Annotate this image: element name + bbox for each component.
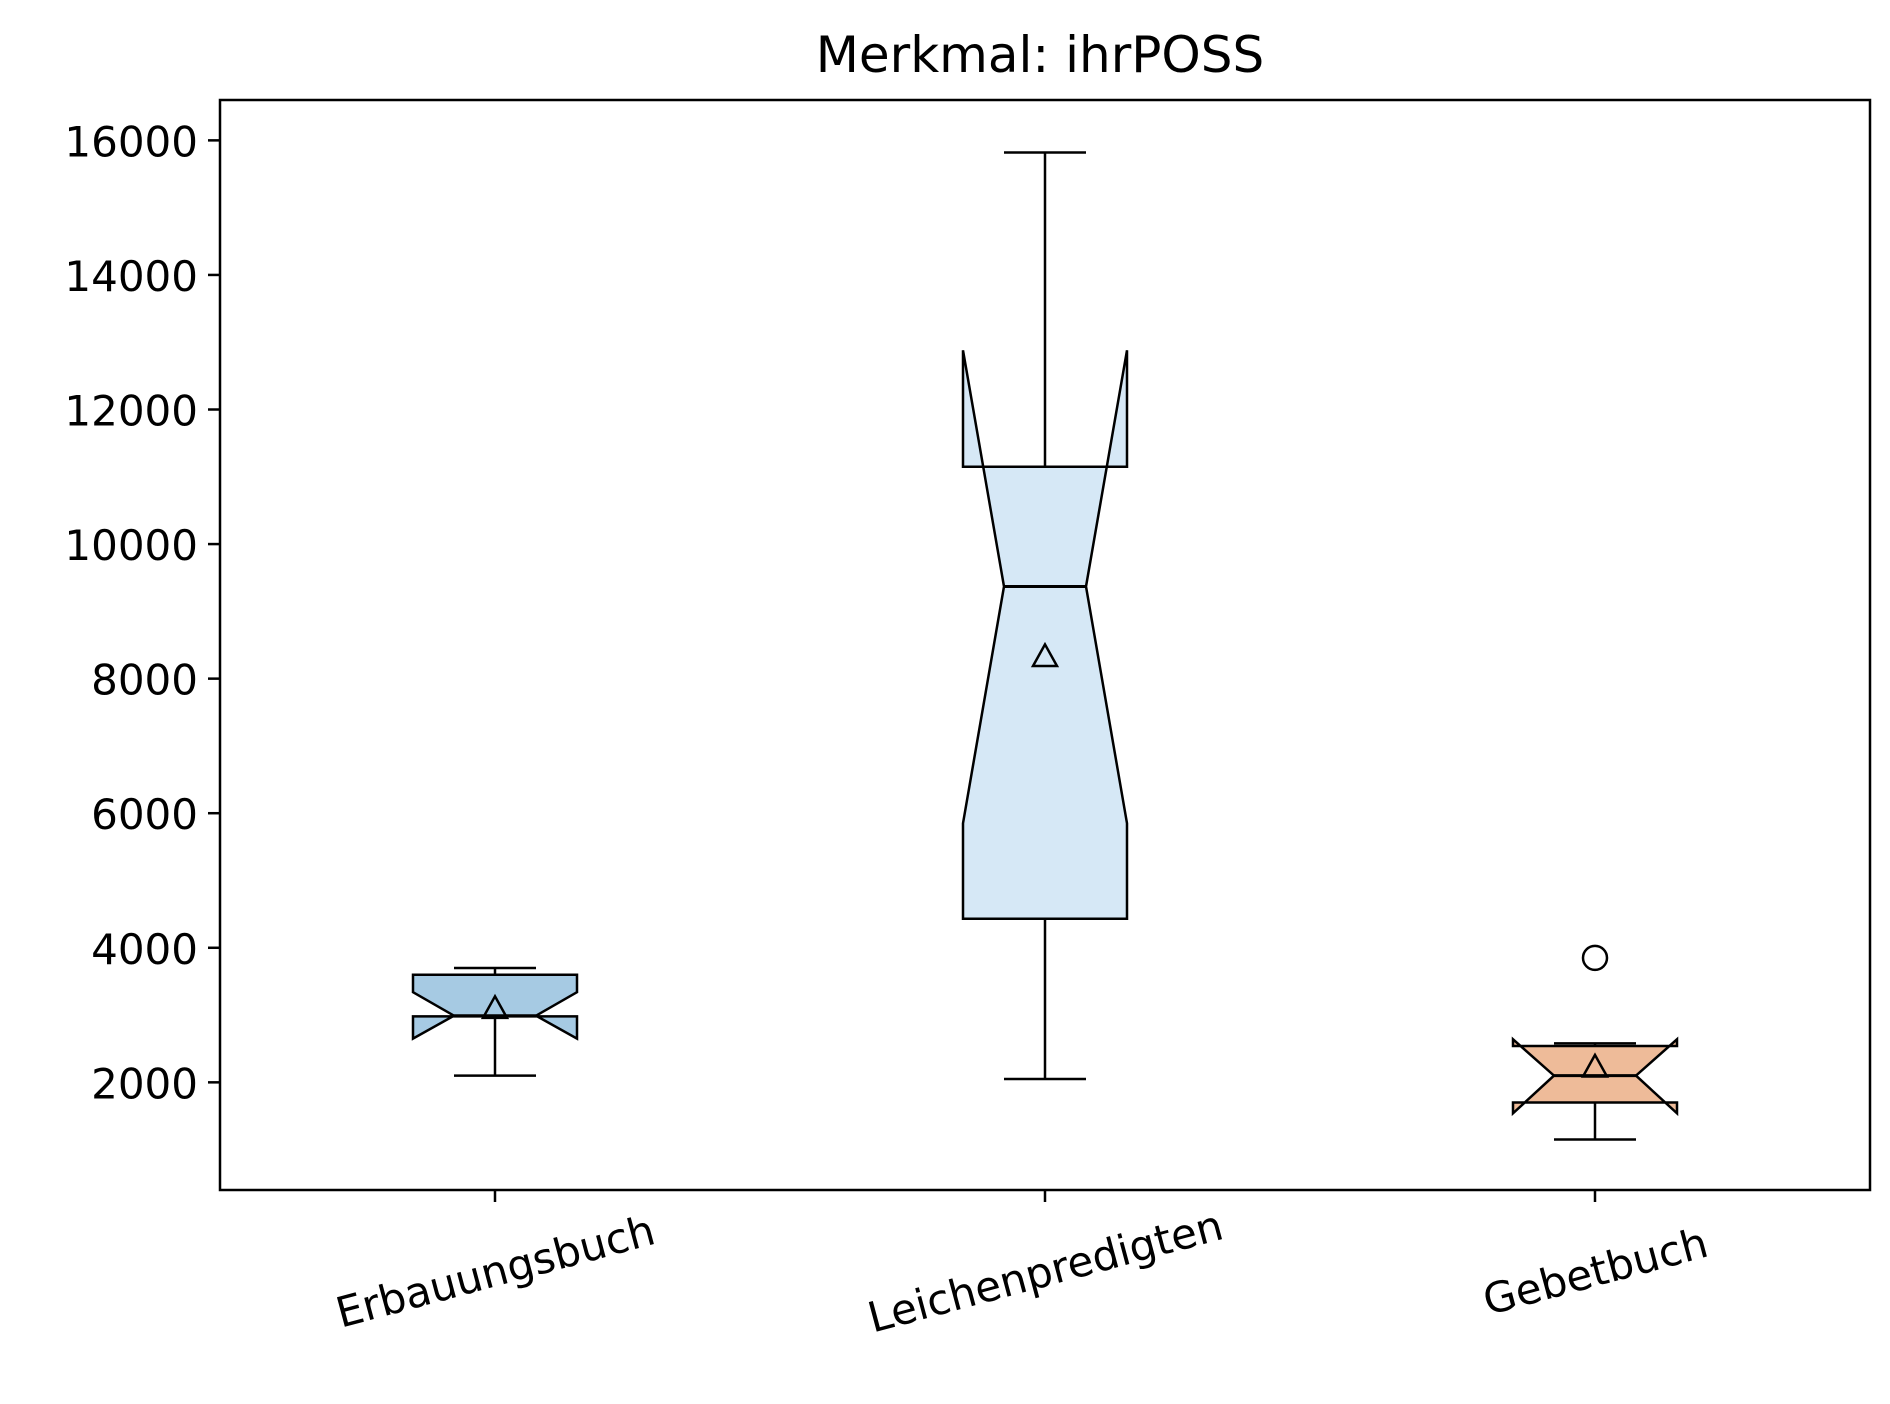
box-body xyxy=(961,350,1129,921)
box-1 xyxy=(411,966,579,1077)
x-tick-label: Leichenpredigten xyxy=(863,1201,1228,1343)
chart-title: Merkmal: ihrPOSS xyxy=(816,26,1265,84)
x-tick-label: Gebetbuch xyxy=(1478,1218,1713,1325)
y-tick-label: 6000 xyxy=(91,790,198,839)
y-tick-label: 8000 xyxy=(91,656,198,705)
y-tick-label: 10000 xyxy=(64,521,198,570)
y-tick-label: 2000 xyxy=(91,1059,198,1108)
box-3 xyxy=(1511,944,1679,1141)
mean-marker xyxy=(1580,1052,1610,1078)
plot-area xyxy=(411,151,1679,1141)
x-tick-label: Erbauungsbuch xyxy=(331,1205,660,1337)
box-2 xyxy=(961,151,1129,1081)
box-body xyxy=(411,973,579,1041)
outlier-point xyxy=(1581,944,1609,972)
mean-marker xyxy=(1030,641,1060,668)
mean-marker xyxy=(480,993,510,1020)
y-tick-label: 16000 xyxy=(64,117,198,166)
y-tick-label: 4000 xyxy=(91,925,198,974)
y-tick-label: 14000 xyxy=(64,252,198,301)
y-tick-label: 12000 xyxy=(64,387,198,436)
